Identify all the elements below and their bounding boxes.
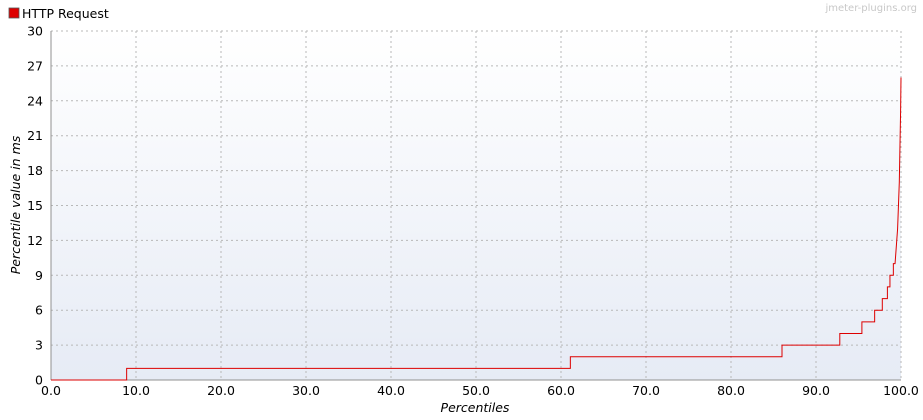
y-tick-label: 21: [27, 128, 43, 143]
y-tick-label: 0: [35, 373, 43, 388]
series-layer: [51, 77, 902, 381]
x-tick-label: 10.0: [122, 383, 150, 398]
series-line-http-request: [51, 77, 902, 381]
x-tick-label: 100.0: [883, 383, 919, 398]
x-tick-label: 80.0: [717, 383, 745, 398]
x-tick-label: 90.0: [802, 383, 830, 398]
axes: [50, 31, 901, 381]
grid-lines: [51, 30, 902, 380]
y-tick-label: 18: [27, 163, 43, 178]
y-tick-label: 24: [27, 93, 43, 108]
x-tick-label: 0.0: [41, 383, 61, 398]
y-tick-label: 3: [35, 338, 43, 353]
y-tick-label: 12: [27, 233, 43, 248]
x-tick-label: 20.0: [207, 383, 235, 398]
x-tick-label: 40.0: [377, 383, 405, 398]
y-tick-labels: 0 3 6 9 12 15 18 21 24 27 30: [27, 24, 43, 388]
y-tick-label: 9: [35, 268, 43, 283]
legend-label: HTTP Request: [22, 6, 109, 21]
legend-swatch: [8, 7, 20, 19]
y-tick-label: 15: [27, 198, 43, 213]
x-tick-label: 30.0: [292, 383, 320, 398]
y-tick-label: 30: [27, 24, 43, 39]
watermark: jmeter-plugins.org: [824, 3, 917, 14]
x-tick-label: 70.0: [632, 383, 660, 398]
x-tick-labels: 0.0 10.0 20.0 30.0 40.0 50.0 60.0 70.0 80.0 90.0 1…: [41, 383, 919, 398]
x-tick-label: 50.0: [462, 383, 490, 398]
x-tick-label: 60.0: [547, 383, 575, 398]
y-axis-label: Percentile value in ms: [8, 135, 23, 274]
x-axis-label: Percentiles: [441, 400, 510, 415]
y-tick-label: 27: [27, 58, 43, 73]
legend: HTTP Request: [8, 6, 109, 21]
y-tick-label: 6: [35, 303, 43, 318]
